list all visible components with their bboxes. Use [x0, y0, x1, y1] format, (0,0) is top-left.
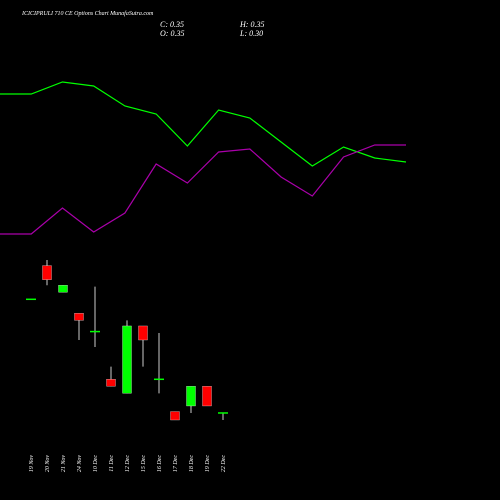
x-tick-label: 22 Dec [221, 455, 227, 472]
x-tick-label: 21 Nov [61, 455, 67, 473]
high-info: H: 0.35 [239, 20, 264, 29]
candle-body [58, 285, 68, 293]
x-tick-label: 20 Nov [45, 455, 51, 473]
candle-body [186, 386, 196, 407]
x-tick-label: 19 Dec [205, 455, 211, 472]
x-tick-label: 18 Dec [189, 455, 195, 472]
x-tick-label: 10 Dec [93, 455, 99, 472]
x-tick-label: 11 Dec [109, 455, 115, 472]
candle-body [74, 313, 84, 321]
candle-body [106, 379, 116, 387]
x-tick-label: 16 Dec [157, 455, 163, 472]
x-tick-label: 19 Nov [29, 455, 35, 473]
x-tick-label: 17 Dec [173, 455, 179, 472]
indicator-line [0, 81, 407, 167]
x-tick-label: 15 Dec [141, 455, 147, 472]
candle-body [122, 325, 132, 394]
close-info: C: 0.35 [160, 20, 184, 29]
chart-title: ICICIPRULI 710 CE Options Chart MunafaSu… [21, 10, 154, 17]
x-tick-label: 24 Nov [76, 455, 83, 473]
candle-body [42, 265, 52, 280]
indicator-line [0, 144, 406, 235]
candle-body [170, 411, 180, 421]
low-info: L: 0.30 [239, 29, 263, 38]
x-tick-label: 12 Dec [125, 455, 131, 472]
candle-body [202, 386, 212, 407]
candle-body [138, 325, 148, 341]
open-info: O: 0.35 [160, 29, 184, 38]
